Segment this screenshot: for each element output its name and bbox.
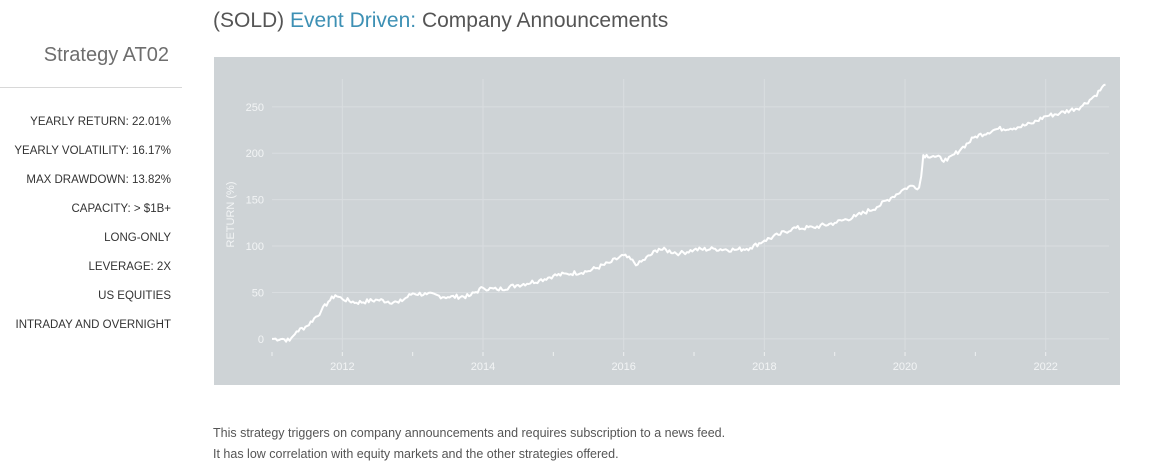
page-title: (SOLD) Event Driven: Company Announcemen…	[213, 9, 668, 33]
stat-max-drawdown: MAX DRAWDOWN: 13.82%	[26, 174, 171, 186]
return-chart: 0 50 100 150 200 250 2012 2014 2016 2018 2020 2022 R…	[214, 57, 1120, 385]
y-axis-label: RETURN (%)	[225, 182, 237, 248]
return-chart-svg: 0 50 100 150 200 250 2012 2014 2016 2018 2020 2022 R…	[225, 79, 1109, 373]
y-tick-label: 50	[252, 287, 264, 299]
x-tick-label: 2022	[1033, 361, 1057, 373]
title-subject: Company Announcements	[421, 9, 669, 32]
series-line	[272, 83, 1106, 343]
description-line: This strategy triggers on company announ…	[213, 426, 726, 440]
strategy-stats-list: YEARLY RETURN: 22.01% YEARLY VOLATILITY:…	[0, 114, 171, 346]
x-tick-label: 2016	[611, 361, 635, 373]
stat-market: US EQUITIES	[98, 290, 171, 302]
y-tick-label: 100	[246, 241, 264, 253]
stat-capacity: CAPACITY: > $1B+	[71, 203, 171, 215]
stat-leverage: LEVERAGE: 2X	[88, 261, 171, 273]
strategy-name: Strategy AT02	[43, 44, 169, 66]
x-tick-label: 2014	[471, 361, 495, 373]
y-tick-label: 250	[246, 102, 264, 114]
description-line: It has low correlation with equity marke…	[213, 447, 619, 461]
strategy-description: This strategy triggers on company announ…	[213, 423, 725, 465]
y-tick-label: 200	[246, 148, 264, 160]
stat-holding-period: INTRADAY AND OVERNIGHT	[15, 319, 172, 331]
stat-yearly-return: YEARLY RETURN: 22.01%	[30, 116, 171, 128]
y-tick-label: 0	[258, 334, 264, 346]
stat-long-only: LONG-ONLY	[104, 232, 171, 244]
sidebar-divider	[0, 87, 182, 88]
x-tick-label: 2020	[893, 361, 917, 373]
x-tick-label: 2012	[330, 361, 354, 373]
stat-yearly-volatility: YEARLY VOLATILITY: 16.17%	[14, 145, 171, 157]
title-status: (SOLD)	[213, 9, 285, 32]
title-category: Event Driven:	[290, 9, 417, 32]
y-tick-label: 150	[246, 195, 264, 207]
x-tick-label: 2018	[752, 361, 776, 373]
